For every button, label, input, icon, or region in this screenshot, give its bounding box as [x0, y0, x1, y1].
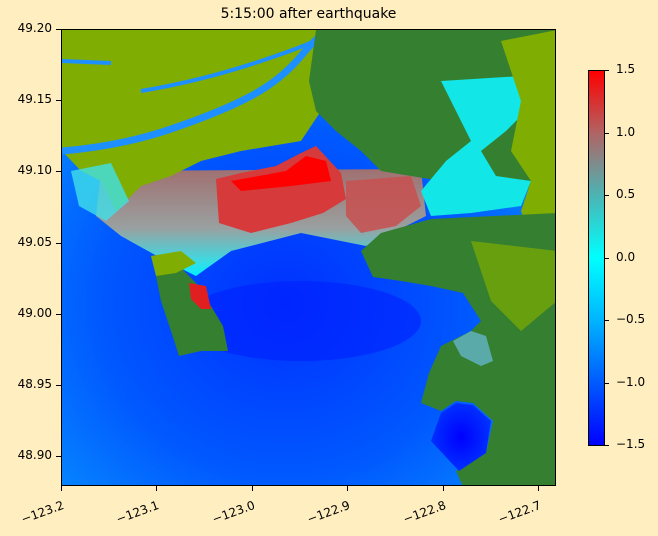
colorbar-tick-label: −1.0: [616, 374, 646, 389]
y-tick-label: 49.15: [17, 92, 52, 107]
lowland-tsawwassen: [151, 251, 196, 276]
colorbar-tick-mark: [605, 70, 609, 71]
y-tick-label: 49.20: [17, 21, 52, 35]
colorbar-tick-mark: [605, 382, 609, 384]
y-tick-mark: [56, 313, 61, 315]
x-tick-label: −123.0: [210, 498, 257, 527]
y-tick-label: 49.10: [17, 163, 52, 178]
cyan-flood-northeast: [421, 76, 531, 216]
x-tick-label: −123.1: [114, 498, 162, 527]
lowland-east: [501, 30, 555, 251]
colorbar-tick-label: −1.5: [616, 437, 646, 451]
red-inundation-point-roberts: [189, 283, 211, 309]
y-tick-mark: [56, 384, 61, 386]
x-tick-mark: [537, 486, 539, 491]
y-tick-mark: [56, 100, 61, 102]
map-plot-area: [61, 29, 556, 486]
y-tick-label: 48.95: [17, 376, 52, 391]
colorbar-tick-mark: [605, 445, 609, 446]
x-tick-mark: [347, 486, 349, 491]
x-tick-mark: [442, 486, 444, 491]
x-tick-mark: [251, 486, 253, 491]
fraser-river: [62, 30, 333, 155]
bay-water: [431, 403, 491, 471]
y-tick-label: 49.05: [17, 234, 52, 249]
gray-inundation-southeast: [453, 331, 493, 366]
colorbar-tick-label: 0.5: [616, 187, 636, 201]
red-peak: [231, 156, 331, 191]
colorbar-tick-mark: [605, 132, 609, 134]
colorbar-tick-mark: [605, 195, 609, 196]
x-tick-label: −123.2: [19, 498, 66, 527]
y-tick-mark: [56, 29, 61, 30]
y-tick-mark: [56, 242, 61, 244]
colorbar-tick-mark: [605, 320, 609, 321]
y-tick-mark: [56, 171, 61, 173]
x-tick-mark: [156, 486, 158, 491]
chart-title: 5:15:00 after earthquake: [220, 6, 397, 22]
point-roberts-peninsula: [156, 266, 228, 356]
y-tick-label: 49.00: [17, 305, 52, 320]
x-tick-label: −122.8: [400, 498, 448, 527]
y-tick-label: 48.90: [17, 448, 52, 463]
colorbar: [588, 70, 605, 446]
x-tick-label: −122.9: [305, 498, 352, 527]
upland-northeast: [309, 30, 555, 191]
colorbar-tick-mark: [605, 257, 609, 259]
colorbar-tick-label: 1.0: [616, 124, 636, 139]
surface-elevation-map: [62, 30, 555, 485]
y-tick-mark: [56, 456, 61, 458]
fraser-river-north-arm: [62, 35, 323, 93]
colorbar-tick-label: −0.5: [616, 312, 646, 326]
deep-trough: [181, 281, 421, 361]
red-inundation-east: [346, 176, 421, 233]
colorbar-tick-label: 0.0: [616, 249, 636, 264]
lowland-southeast: [471, 241, 555, 331]
cyan-flooded-fields: [71, 163, 129, 221]
x-tick-label: −122.7: [496, 498, 543, 527]
x-tick-mark: [61, 486, 62, 491]
colorbar-tick-label: 1.5: [616, 62, 636, 76]
